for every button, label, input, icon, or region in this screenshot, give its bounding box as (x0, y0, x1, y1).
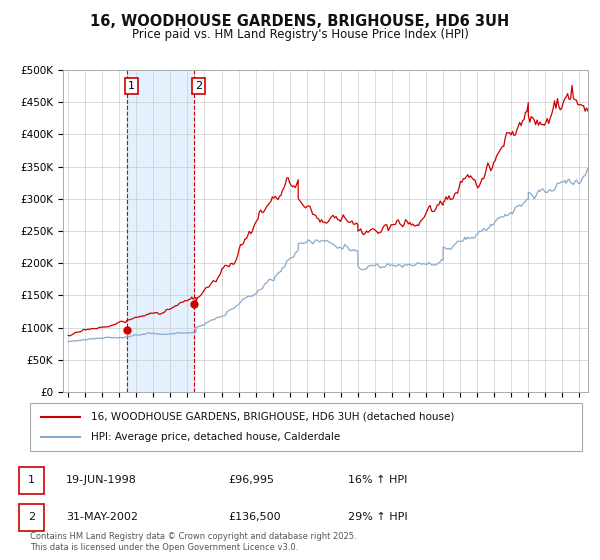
Text: Price paid vs. HM Land Registry's House Price Index (HPI): Price paid vs. HM Land Registry's House … (131, 28, 469, 41)
FancyBboxPatch shape (30, 403, 582, 451)
Text: 29% ↑ HPI: 29% ↑ HPI (348, 512, 407, 521)
Text: 1: 1 (28, 475, 35, 485)
Bar (127, 70, 194, 392)
Text: £136,500: £136,500 (228, 512, 281, 521)
Text: 2: 2 (28, 512, 35, 521)
Text: HPI: Average price, detached house, Calderdale: HPI: Average price, detached house, Cald… (91, 432, 340, 442)
Text: 19-JUN-1998: 19-JUN-1998 (66, 475, 137, 485)
Text: Contains HM Land Registry data © Crown copyright and database right 2025.
This d: Contains HM Land Registry data © Crown c… (30, 532, 356, 552)
Text: 31-MAY-2002: 31-MAY-2002 (66, 512, 138, 521)
Text: 16, WOODHOUSE GARDENS, BRIGHOUSE, HD6 3UH: 16, WOODHOUSE GARDENS, BRIGHOUSE, HD6 3U… (91, 14, 509, 29)
Text: 1: 1 (128, 81, 135, 91)
Text: 16, WOODHOUSE GARDENS, BRIGHOUSE, HD6 3UH (detached house): 16, WOODHOUSE GARDENS, BRIGHOUSE, HD6 3U… (91, 412, 454, 422)
Text: 2: 2 (195, 81, 202, 91)
Text: £96,995: £96,995 (228, 475, 274, 485)
Text: 16% ↑ HPI: 16% ↑ HPI (348, 475, 407, 485)
